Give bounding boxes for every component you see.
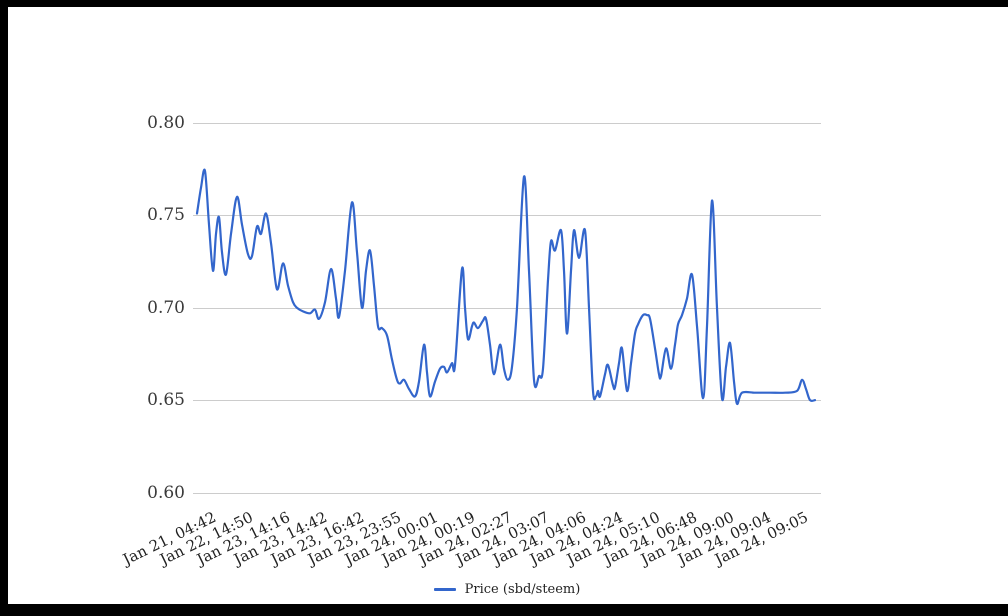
gridline <box>193 400 821 401</box>
gridline <box>193 493 821 494</box>
y-tick-label: 0.70 <box>147 298 185 318</box>
legend: Price (sbd/steem) <box>193 579 821 599</box>
window-frame-top <box>0 0 1008 7</box>
price-line <box>195 168 817 406</box>
window-frame-bottom <box>0 604 1008 616</box>
gridline <box>193 123 821 124</box>
legend-line-swatch <box>433 587 456 591</box>
legend-series-label: Price (sbd/steem) <box>464 581 581 597</box>
y-tick-label: 0.65 <box>147 390 185 410</box>
gridline <box>193 308 821 309</box>
gridline <box>193 215 821 216</box>
y-tick-label: 0.80 <box>147 113 185 133</box>
y-tick-label: 0.75 <box>147 205 185 225</box>
y-tick-label: 0.60 <box>147 483 185 503</box>
window-frame-left <box>0 0 8 616</box>
